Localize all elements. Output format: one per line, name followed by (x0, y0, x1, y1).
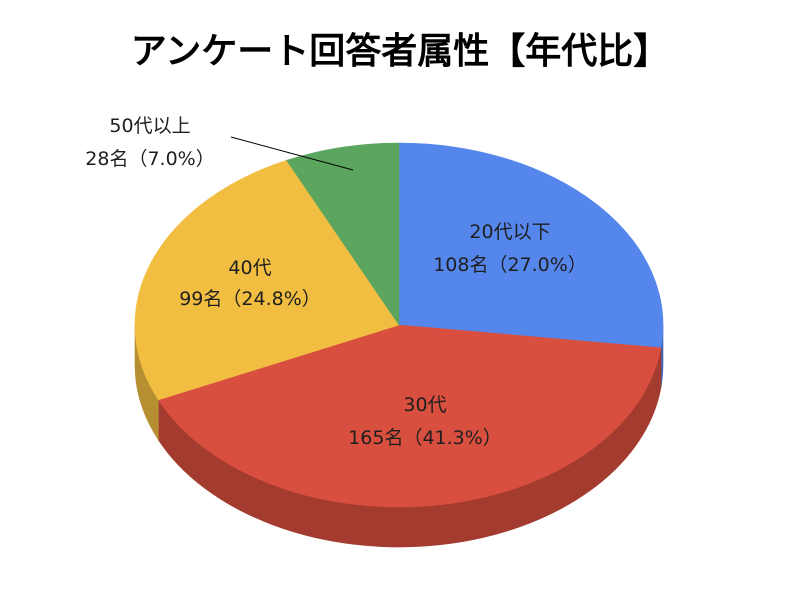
slice-category-label-50s-and-over: 50代以上 (109, 115, 190, 137)
data-labels: 20代以下 108名（27.0%） 30代 165名（41.3%） 40代 99… (85, 115, 587, 449)
slice-value-label-50s-and-over: 28名（7.0%） (85, 148, 214, 170)
slice-category-label-30s: 30代 (403, 394, 446, 416)
pie-slice-30s (158, 324, 662, 508)
leader-line-50s-and-over (230, 136, 354, 171)
chart-title: アンケート回答者属性【年代比】 (131, 31, 670, 72)
slice-category-label-20s-and-under: 20代以下 (469, 221, 550, 243)
slice-value-label-20s-and-under: 108名（27.0%） (433, 254, 587, 276)
pie-slice-50s-and-over (286, 142, 400, 326)
slice-value-label-40s: 99名（24.8%） (179, 288, 321, 310)
pie-slices (134, 142, 664, 508)
pie (134, 142, 664, 548)
slice-value-label-30s: 165名（41.3%） (348, 427, 502, 449)
pie-slice-40s (134, 160, 400, 401)
pie-slice-20s-and-under (398, 142, 664, 349)
slice-category-label-40s: 40代 (228, 257, 271, 279)
